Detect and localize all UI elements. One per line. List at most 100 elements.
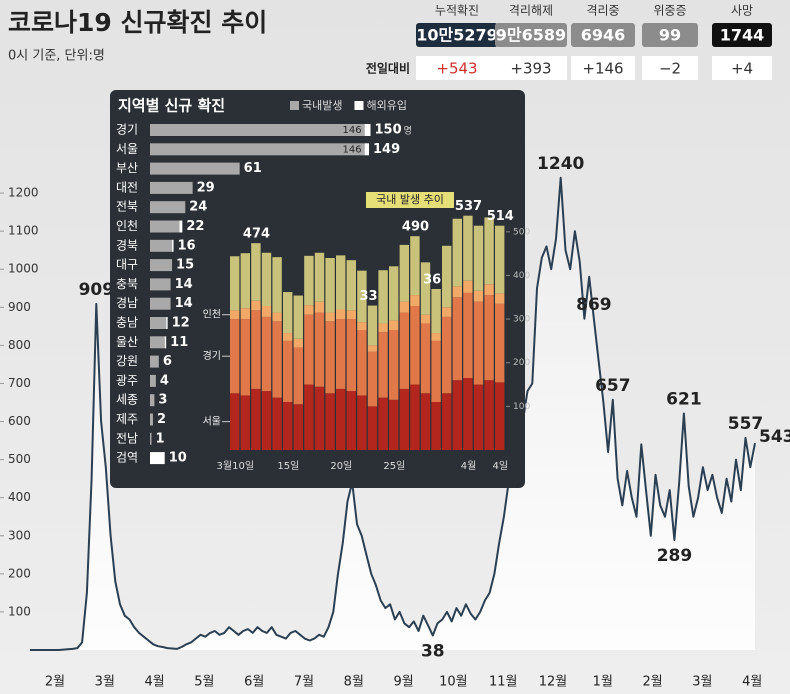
bar-segment bbox=[367, 345, 378, 352]
unit-label: 명 bbox=[404, 126, 412, 137]
bar bbox=[166, 317, 168, 329]
bar bbox=[150, 162, 240, 175]
bar-segment bbox=[272, 257, 282, 313]
bar-segment bbox=[251, 243, 261, 301]
bar-segment bbox=[272, 321, 282, 398]
total-label: 15 bbox=[176, 258, 194, 273]
bar-segment bbox=[389, 266, 399, 321]
bar-segment bbox=[293, 404, 303, 450]
bar-segment bbox=[473, 290, 484, 302]
bar bbox=[150, 394, 155, 407]
bar-segment bbox=[357, 395, 367, 450]
bar-segment bbox=[325, 393, 335, 450]
total-label: 6 bbox=[163, 354, 172, 369]
bar-segment bbox=[293, 338, 303, 348]
total-label: 474 bbox=[243, 227, 270, 242]
legend-label: 해외유입 bbox=[366, 98, 406, 112]
change-label: 전일대비 bbox=[366, 61, 410, 76]
bar-segment bbox=[336, 255, 346, 310]
total-label: 11 bbox=[170, 335, 188, 350]
inset-title: 지역별 신규 확진 bbox=[118, 97, 225, 115]
bar-segment bbox=[389, 320, 399, 330]
bar-segment bbox=[240, 395, 250, 450]
bar-segment bbox=[261, 316, 272, 392]
bar-segment bbox=[261, 391, 272, 450]
bar-segment bbox=[410, 295, 420, 306]
inner-title: 국내 발생 추이 bbox=[376, 193, 444, 206]
bar-segment bbox=[410, 236, 420, 296]
stat-header: 누적확진 bbox=[435, 4, 479, 18]
change-value: −2 bbox=[659, 60, 681, 78]
category-label: 세종 bbox=[116, 393, 138, 407]
bar-label: 146 bbox=[343, 125, 362, 136]
stat-box bbox=[495, 23, 567, 47]
bar bbox=[150, 181, 193, 194]
stat-value: 9만6589 bbox=[496, 26, 566, 45]
total-label: 22 bbox=[186, 219, 204, 234]
category-label: 강원 bbox=[116, 354, 138, 368]
total-label: 150 bbox=[375, 123, 402, 138]
x-tick-label: 5월 bbox=[194, 675, 214, 690]
x-tick-label: 8월 bbox=[344, 675, 364, 690]
bar-segment bbox=[283, 340, 293, 402]
y-tick-label: 400 bbox=[513, 271, 530, 281]
bar-segment bbox=[463, 215, 473, 281]
bar-segment bbox=[431, 340, 441, 402]
change-value: +393 bbox=[510, 60, 551, 78]
change-box bbox=[712, 56, 772, 80]
category-label: 검역 bbox=[116, 451, 138, 465]
total-label: 490 bbox=[402, 220, 429, 235]
bar-segment bbox=[230, 319, 240, 394]
bar-segment bbox=[452, 286, 462, 298]
category-label: 울산 bbox=[116, 335, 138, 349]
change-box bbox=[416, 56, 498, 80]
bar-segment bbox=[495, 382, 505, 450]
bar bbox=[150, 124, 365, 136]
change-box bbox=[495, 56, 567, 80]
bar bbox=[150, 336, 165, 349]
x-tick-label: 11월 bbox=[489, 675, 518, 690]
bar-segment bbox=[325, 321, 335, 394]
bar bbox=[164, 336, 167, 349]
total-label: 24 bbox=[189, 200, 207, 215]
bar-segment bbox=[420, 393, 431, 450]
bar-segment bbox=[314, 252, 325, 302]
category-label: 전북 bbox=[116, 200, 138, 214]
bar bbox=[150, 355, 159, 368]
bar-segment bbox=[357, 330, 367, 396]
stat-header: 격리중 bbox=[586, 4, 619, 18]
bar-segment bbox=[251, 310, 261, 389]
x-tick-label: 20일 bbox=[330, 460, 352, 472]
bar-segment bbox=[378, 332, 388, 398]
bar-segment bbox=[346, 391, 356, 450]
value-label: 38 bbox=[421, 642, 445, 662]
bar bbox=[150, 297, 171, 310]
value-label: 621 bbox=[666, 390, 702, 410]
bar-segment bbox=[473, 225, 484, 291]
x-tick-label: 3월 bbox=[692, 675, 712, 690]
x-tick-label: 10월 bbox=[439, 675, 468, 690]
category-label: 광주 bbox=[116, 373, 138, 387]
bar bbox=[150, 452, 165, 465]
stat-box bbox=[416, 23, 498, 47]
bar-segment bbox=[495, 225, 505, 294]
bar-segment bbox=[420, 323, 431, 394]
x-tick-label: 12월 bbox=[539, 675, 568, 690]
bar-segment bbox=[473, 384, 484, 450]
y-tick-label: 100 bbox=[513, 402, 530, 412]
bar-segment bbox=[240, 308, 250, 320]
bar bbox=[150, 239, 173, 252]
bar bbox=[364, 143, 370, 156]
bar-segment bbox=[452, 380, 462, 450]
title-box bbox=[366, 192, 454, 208]
bar-segment bbox=[420, 262, 431, 315]
bar-segment bbox=[452, 218, 462, 287]
bar bbox=[150, 317, 167, 329]
bar-segment bbox=[431, 402, 441, 450]
total-label: 1 bbox=[155, 431, 164, 446]
total-label: 16 bbox=[178, 238, 196, 253]
total-label: 3 bbox=[158, 393, 167, 408]
stat-box bbox=[712, 23, 772, 47]
series-label: 서울 bbox=[203, 416, 221, 428]
